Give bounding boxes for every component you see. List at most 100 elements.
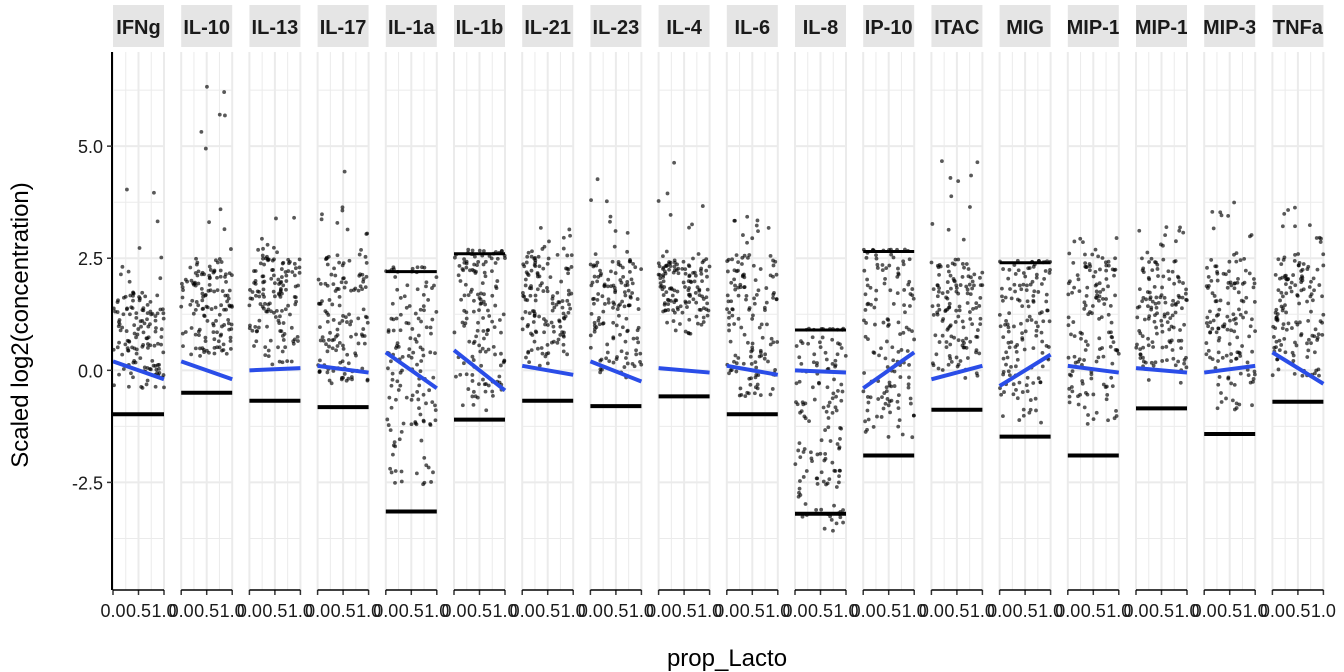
data-point <box>121 367 126 371</box>
data-point <box>683 285 687 289</box>
data-point <box>1069 385 1074 389</box>
data-point <box>278 280 283 285</box>
data-point <box>525 324 530 329</box>
data-point <box>125 187 129 192</box>
data-point <box>824 409 829 414</box>
data-point <box>364 274 369 279</box>
facet-strip <box>113 5 164 47</box>
trend-line <box>180 359 233 382</box>
data-point <box>945 290 950 294</box>
data-point <box>809 450 813 455</box>
data-point <box>481 316 485 320</box>
data-point <box>483 349 488 354</box>
data-point <box>191 311 196 316</box>
data-point <box>741 361 746 366</box>
data-point <box>768 253 773 258</box>
data-point <box>890 345 895 350</box>
data-point <box>972 272 977 277</box>
data-point <box>1094 410 1099 415</box>
data-point <box>1279 290 1284 295</box>
data-point <box>946 227 951 232</box>
data-point <box>1031 346 1036 351</box>
data-point <box>476 320 480 325</box>
data-point <box>1137 328 1142 333</box>
data-point <box>201 294 205 299</box>
data-point <box>879 346 883 351</box>
data-point <box>960 319 965 324</box>
data-point <box>1032 289 1037 294</box>
data-point <box>830 337 835 342</box>
data-point <box>493 352 497 357</box>
data-point <box>386 328 391 333</box>
data-point <box>907 375 911 380</box>
data-point <box>726 257 731 262</box>
data-point <box>625 280 630 284</box>
data-point <box>624 356 628 360</box>
data-point <box>1137 287 1142 292</box>
facet-strip-label: IL-23 <box>593 17 640 39</box>
data-point <box>1011 382 1016 387</box>
data-point <box>250 290 255 294</box>
data-point <box>1229 283 1234 288</box>
data-point <box>207 220 211 225</box>
facet-strip-label: IL-4 <box>666 17 702 39</box>
data-point <box>739 392 744 397</box>
data-point <box>1252 300 1257 304</box>
data-point <box>863 419 867 424</box>
data-point <box>229 303 234 308</box>
data-point <box>680 266 685 271</box>
data-point <box>1107 330 1111 335</box>
data-point <box>1023 329 1028 334</box>
data-point <box>907 257 912 262</box>
data-point <box>491 344 496 349</box>
data-point <box>1039 282 1044 286</box>
data-point <box>969 173 973 178</box>
data-point <box>365 320 370 325</box>
data-point <box>1282 274 1287 278</box>
data-point <box>222 90 227 94</box>
data-point <box>880 395 884 399</box>
data-point <box>911 296 916 301</box>
data-point <box>1017 283 1022 288</box>
data-point <box>948 323 953 328</box>
data-point <box>833 469 838 473</box>
data-point <box>1312 288 1316 293</box>
data-point <box>481 377 485 382</box>
data-point <box>1098 290 1103 294</box>
data-point <box>1026 304 1031 309</box>
data-point <box>533 298 538 303</box>
data-point <box>609 269 613 274</box>
data-point <box>734 361 739 366</box>
data-point <box>561 235 566 240</box>
data-point <box>1004 350 1009 355</box>
trend-line <box>726 363 779 377</box>
facet-strip <box>1204 5 1256 47</box>
data-point <box>730 307 735 311</box>
data-point <box>899 348 904 352</box>
data-point <box>345 352 350 357</box>
data-point <box>1072 334 1077 339</box>
data-point <box>1001 335 1006 340</box>
data-point <box>1013 272 1018 276</box>
data-point <box>954 286 959 290</box>
data-point <box>269 276 274 281</box>
data-point <box>636 340 641 345</box>
data-point <box>1020 304 1025 309</box>
data-point <box>901 330 906 335</box>
data-point <box>661 293 666 297</box>
data-point <box>539 346 544 350</box>
data-point <box>1006 325 1011 330</box>
data-point <box>807 419 811 424</box>
data-point <box>873 322 877 327</box>
data-point <box>602 284 607 289</box>
data-point <box>817 381 821 386</box>
data-point <box>1284 282 1288 287</box>
data-point <box>956 314 961 319</box>
data-point <box>555 340 560 345</box>
data-point <box>130 306 135 311</box>
data-point <box>687 300 692 305</box>
data-point <box>341 346 346 351</box>
trend-line <box>317 363 369 375</box>
x-tick-label: 0.5 <box>1149 601 1174 621</box>
data-point <box>935 283 940 288</box>
